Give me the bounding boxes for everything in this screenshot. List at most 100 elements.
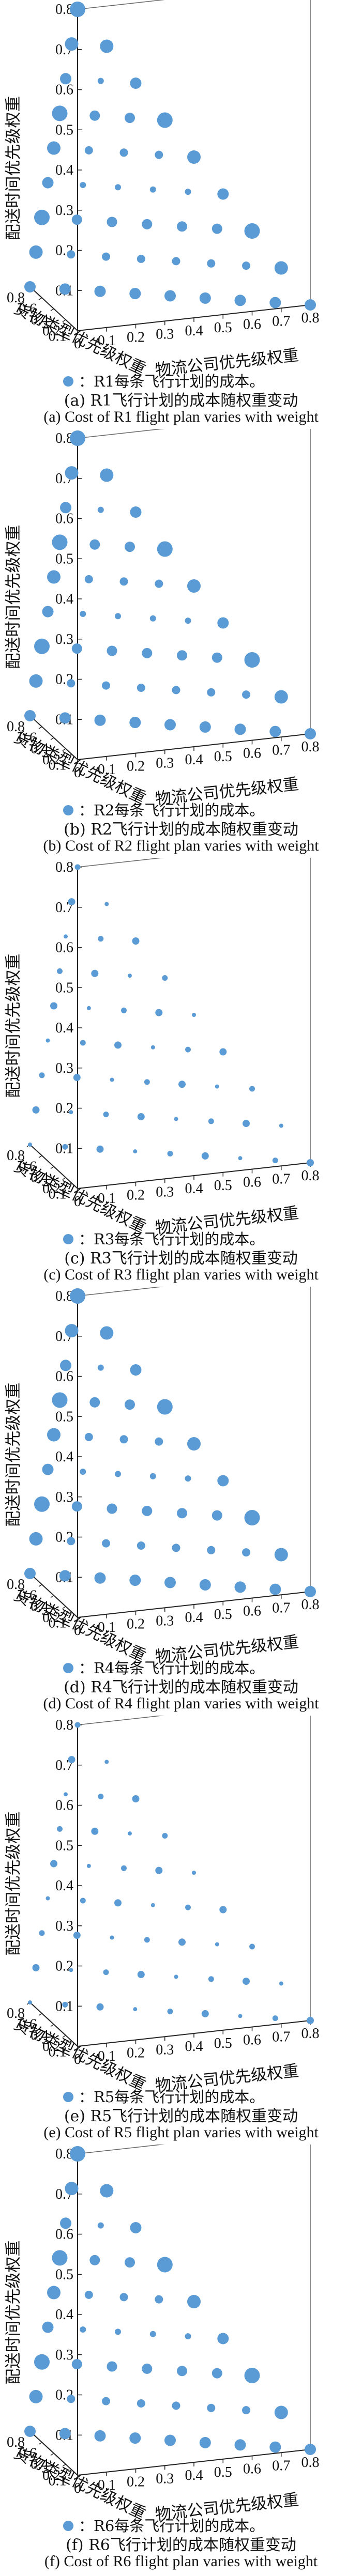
data-point <box>149 615 156 622</box>
data-point <box>107 2361 117 2372</box>
x-tick-label: 0.1 <box>98 2048 116 2064</box>
y-tick-label: 0.8 <box>7 719 25 735</box>
data-point <box>94 2430 106 2442</box>
data-point <box>132 1795 140 1802</box>
data-point <box>114 1041 122 1049</box>
data-point <box>133 2007 138 2012</box>
data-point <box>187 579 201 593</box>
data-point <box>107 217 117 227</box>
data-point <box>32 1106 40 1114</box>
data-point <box>60 502 71 514</box>
y-tick-label: 0.6 <box>19 301 37 317</box>
data-point <box>137 2399 145 2408</box>
chart-svg: 0.10.20.30.40.50.60.70.800.10.20.30.40.5… <box>4 0 320 425</box>
y-tick-mark <box>62 2464 66 2467</box>
data-point <box>162 975 168 981</box>
data-point <box>32 1964 40 1971</box>
z-axis-label: 配送时间优先级权重 <box>4 1812 23 1956</box>
data-point <box>71 214 82 225</box>
caption-en: (f) Cost of R6 flight plan varies with w… <box>44 2553 318 2570</box>
x-tick-label: 0.2 <box>127 2474 145 2490</box>
data-point <box>89 539 100 550</box>
data-point <box>62 1144 68 1150</box>
data-point <box>50 1002 57 1010</box>
y-tick-label: 0.4 <box>31 2028 49 2044</box>
data-point <box>70 2 85 17</box>
data-point <box>98 936 104 942</box>
y-tick-mark <box>38 297 42 300</box>
data-point <box>91 969 99 977</box>
data-point <box>97 78 104 84</box>
data-point <box>98 1794 104 1800</box>
data-point <box>207 1546 216 1554</box>
data-point <box>114 1899 122 1907</box>
data-point <box>219 1906 227 1914</box>
data-point <box>212 1510 222 1521</box>
data-point <box>91 1827 99 1835</box>
y-tick-mark <box>68 325 72 328</box>
z-tick-label: 0.4 <box>55 2307 73 2323</box>
data-point <box>185 1475 191 1482</box>
data-point <box>119 2293 128 2302</box>
y-tick-label: 0.1 <box>49 2473 67 2489</box>
data-point <box>172 2401 180 2410</box>
data-point <box>70 430 85 446</box>
legend-marker <box>63 1234 73 1244</box>
y-tick-label: 0.2 <box>42 323 61 339</box>
caption-en: (d) Cost of R4 flight plan varies with w… <box>43 1695 319 1712</box>
data-point <box>39 1930 45 1936</box>
data-point <box>172 686 180 695</box>
data-point <box>84 146 93 155</box>
y-tick-label: 0.6 <box>19 1159 37 1175</box>
x-tick-label: 0.5 <box>214 1178 232 1194</box>
y-tick-mark <box>38 2442 42 2445</box>
x-tick-label: 0.6 <box>243 1175 261 1191</box>
legend-label: ：R3每条飞行计划的成本。 <box>79 1230 264 1248</box>
data-point <box>80 1469 86 1475</box>
data-point <box>84 2290 93 2299</box>
x-tick-label: 0.8 <box>301 2455 320 2471</box>
x-tick-label: 0.5 <box>214 749 232 765</box>
data-point <box>125 2257 135 2268</box>
data-point <box>142 1505 153 1516</box>
data-point <box>129 288 141 300</box>
data-point <box>234 2439 246 2451</box>
data-point <box>144 1079 150 1085</box>
data-point <box>125 542 135 552</box>
z-tick-label: 0.3 <box>55 631 73 647</box>
data-point <box>274 261 288 275</box>
data-point <box>34 1496 50 1512</box>
data-point <box>42 177 54 189</box>
data-point <box>71 643 82 654</box>
data-point <box>185 1046 191 1053</box>
data-point <box>29 1532 43 1546</box>
data-point <box>212 652 222 663</box>
data-point <box>305 728 316 739</box>
y-tick-label: 0.1 <box>49 757 67 773</box>
y-tick-label: 0.8 <box>7 2006 25 2022</box>
data-point <box>89 1397 100 1408</box>
data-point <box>100 39 114 53</box>
data-point <box>187 2295 201 2308</box>
data-point <box>142 647 153 658</box>
y-tick-label: 0.2 <box>42 2039 61 2055</box>
x-tick-label: 0.7 <box>272 742 290 758</box>
z-axis-label: 配送时间优先级权重 <box>4 954 23 1098</box>
x-tick-label: 0.1 <box>98 1191 116 1207</box>
caption-en: (e) Cost of R5 flight plan varies with w… <box>43 2124 319 2141</box>
z-tick-label: 0.4 <box>55 591 73 607</box>
caption-cn: (a) R1飞行计划的成本随权重变动 <box>64 392 298 410</box>
data-point <box>80 2326 86 2333</box>
chart-svg: 0.10.20.30.40.50.60.70.800.10.20.30.40.5… <box>4 858 320 1283</box>
z-tick-label: 0.4 <box>55 1020 73 1036</box>
x-tick-label: 0.3 <box>156 755 174 771</box>
data-point <box>279 1981 283 1986</box>
data-point <box>244 652 260 668</box>
data-point <box>243 1120 250 1128</box>
data-point <box>67 1537 76 1546</box>
caption-en: (c) Cost of R3 flight plan varies with w… <box>43 1266 319 1283</box>
data-point <box>64 1792 68 1797</box>
data-point <box>305 2444 316 2455</box>
x-tick-label: 0.6 <box>243 2032 261 2048</box>
data-point <box>177 650 187 661</box>
